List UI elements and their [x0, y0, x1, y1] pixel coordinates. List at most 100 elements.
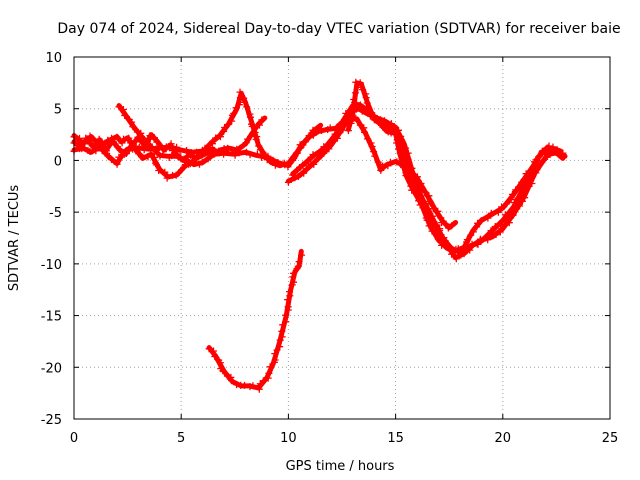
data-point	[324, 140, 332, 148]
data-point	[412, 189, 420, 197]
data-point	[183, 156, 190, 164]
data-point	[509, 190, 516, 198]
plot-area	[70, 78, 568, 393]
data-point	[505, 219, 513, 227]
grid-lines	[74, 57, 610, 419]
data-point	[432, 222, 440, 230]
data-point	[487, 209, 495, 217]
data-point	[162, 143, 170, 151]
data-point	[278, 327, 286, 335]
data-point	[386, 158, 394, 166]
data-point	[247, 113, 254, 121]
data-point	[193, 153, 201, 161]
data-point	[294, 173, 302, 180]
data-point	[469, 228, 477, 236]
data-point	[152, 145, 159, 153]
data-point	[507, 196, 515, 204]
data-point	[299, 141, 307, 149]
data-point	[396, 149, 404, 157]
data-point	[342, 109, 350, 117]
data-point	[227, 373, 235, 381]
data-point	[119, 106, 127, 113]
data-point	[128, 118, 136, 126]
data-point	[216, 359, 224, 367]
data-point	[242, 139, 250, 147]
data-point	[528, 180, 536, 187]
data-point	[473, 240, 481, 248]
data-point	[285, 160, 293, 167]
y-tick-label: -20	[41, 361, 62, 376]
data-point	[153, 138, 161, 146]
x-tick-label: 15	[387, 431, 404, 446]
data-point	[521, 194, 529, 202]
data-point	[403, 162, 411, 170]
data-point	[147, 150, 155, 158]
data-point	[360, 124, 368, 132]
data-point	[415, 196, 423, 204]
data-point	[419, 204, 427, 212]
data-point	[279, 321, 287, 329]
data-point	[133, 128, 141, 136]
data-point	[436, 225, 444, 233]
data-point	[249, 129, 257, 137]
data-point	[240, 94, 248, 102]
data-series-track-3	[115, 103, 268, 168]
data-point	[104, 152, 112, 160]
data-point	[516, 202, 524, 210]
y-axis-label: SDTVAR / TECUs	[7, 185, 22, 292]
data-point	[232, 104, 240, 112]
data-point	[496, 228, 504, 236]
data-point	[155, 144, 163, 152]
data-point	[255, 142, 263, 150]
data-point	[320, 143, 328, 151]
data-point	[313, 125, 321, 133]
data-point	[351, 89, 359, 97]
data-point	[305, 162, 313, 170]
data-point	[512, 186, 520, 194]
data-point	[498, 225, 506, 233]
data-point	[252, 136, 260, 143]
data-point	[151, 154, 158, 161]
data-point	[393, 129, 401, 137]
data-point	[344, 114, 352, 122]
data-point	[397, 161, 405, 169]
chart-title: Day 074 of 2024, Sidereal Day-to-day VTE…	[57, 21, 620, 37]
data-point	[243, 148, 250, 156]
data-point	[344, 127, 352, 135]
data-point	[115, 103, 123, 111]
data-point	[555, 151, 563, 159]
x-tick-label: 0	[70, 431, 78, 446]
y-tick-label: 0	[54, 154, 62, 169]
data-point	[150, 134, 158, 142]
data-point	[433, 230, 441, 238]
data-point	[501, 211, 509, 219]
data-point	[86, 148, 94, 155]
data-point	[511, 205, 519, 213]
data-point	[405, 158, 413, 166]
data-point	[331, 130, 339, 138]
data-point	[372, 117, 380, 124]
data-point	[135, 150, 143, 158]
data-point	[199, 146, 206, 154]
data-point	[259, 377, 267, 385]
data-point	[256, 121, 263, 129]
data-point	[221, 124, 229, 131]
data-point	[301, 138, 308, 146]
data-point	[290, 269, 298, 277]
data-point	[256, 146, 264, 154]
data-point	[354, 83, 361, 91]
data-point	[108, 156, 116, 163]
data-point	[289, 171, 297, 179]
data-point	[535, 153, 542, 161]
data-point	[305, 133, 313, 141]
data-point	[463, 236, 471, 244]
data-point	[115, 153, 123, 161]
y-tick-label: 5	[54, 103, 62, 118]
data-point	[95, 142, 103, 150]
data-point	[402, 144, 410, 152]
plot-frame	[73, 56, 611, 420]
data-point	[417, 180, 425, 187]
data-point	[111, 140, 119, 148]
data-point	[309, 126, 317, 134]
data-point	[266, 363, 274, 371]
